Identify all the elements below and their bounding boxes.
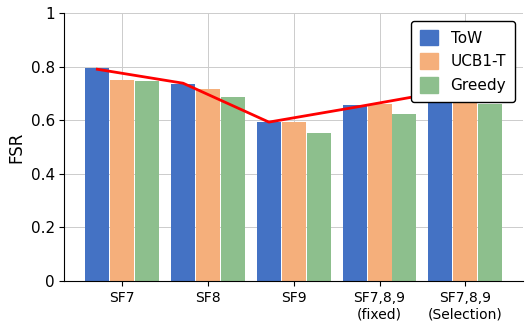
Bar (85, 68, 109, 281)
Bar (196, 89, 220, 281)
Bar (478, 104, 502, 281)
Bar (343, 106, 367, 281)
Bar (282, 122, 306, 281)
Bar (171, 84, 195, 281)
Bar (367, 104, 392, 281)
Bar (135, 81, 159, 281)
Bar (307, 133, 331, 281)
Bar (110, 80, 134, 281)
Bar (453, 99, 478, 281)
Y-axis label: FSR: FSR (7, 131, 25, 163)
Bar (392, 113, 417, 281)
Bar (221, 97, 245, 281)
Bar (257, 122, 281, 281)
Legend: ToW, UCB1-T, Greedy: ToW, UCB1-T, Greedy (411, 21, 515, 102)
Bar (428, 91, 453, 281)
